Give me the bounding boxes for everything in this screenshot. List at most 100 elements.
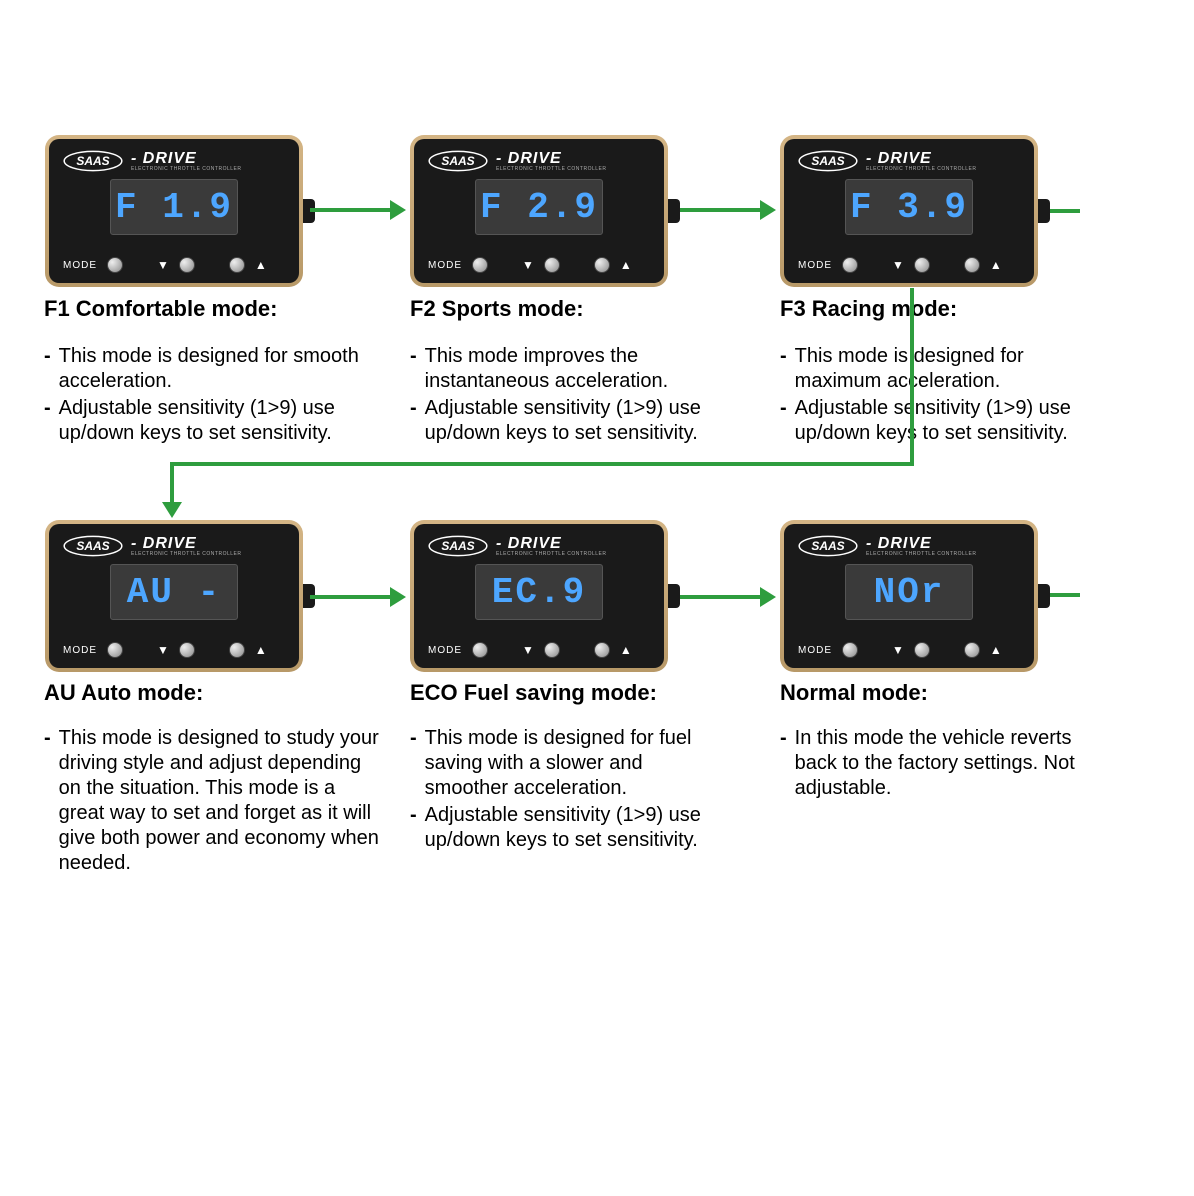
flow-arrow — [170, 462, 174, 502]
brand-row: SAAS - DRIVE ELECTRONIC THROTTLE CONTROL… — [428, 534, 650, 558]
flow-arrow — [170, 462, 914, 466]
mode-desc-f3: -This mode is designed for maximum accel… — [780, 344, 1100, 448]
device-display: F 2.9 — [475, 179, 603, 235]
down-button[interactable] — [544, 642, 560, 658]
arrow-head-icon — [162, 502, 182, 518]
device-controls: MODE ▼ ▲ — [798, 257, 1020, 273]
device-display: AU - — [110, 564, 238, 620]
drive-sublabel: ELECTRONIC THROTTLE CONTROLLER — [131, 551, 241, 557]
mode-label: MODE — [63, 645, 97, 656]
svg-text:SAAS: SAAS — [76, 154, 109, 168]
flow-arrow — [1050, 593, 1080, 597]
arrow-head-icon — [390, 200, 406, 220]
arrow-head-icon — [390, 587, 406, 607]
device-f2: SAAS - DRIVE ELECTRONIC THROTTLE CONTROL… — [410, 135, 668, 287]
brand-row: SAAS - DRIVE ELECTRONIC THROTTLE CONTROL… — [798, 149, 1020, 173]
device-display: NOr — [845, 564, 973, 620]
up-button[interactable] — [964, 257, 980, 273]
up-icon: ▲ — [990, 258, 1002, 272]
svg-text:SAAS: SAAS — [441, 539, 474, 553]
mode-title-f3: F3 Racing mode: — [780, 296, 957, 322]
mode-label: MODE — [798, 260, 832, 271]
mode-button[interactable] — [107, 642, 123, 658]
down-button[interactable] — [179, 642, 195, 658]
down-button[interactable] — [544, 257, 560, 273]
mode-desc-eco: -This mode is designed for fuel saving w… — [410, 726, 730, 855]
device-f1: SAAS - DRIVE ELECTRONIC THROTTLE CONTROL… — [45, 135, 303, 287]
mode-desc-nor: -In this mode the vehicle reverts back t… — [780, 726, 1100, 803]
device-display: EC.9 — [475, 564, 603, 620]
down-button[interactable] — [914, 257, 930, 273]
drive-sublabel: ELECTRONIC THROTTLE CONTROLLER — [866, 166, 976, 172]
svg-text:SAAS: SAAS — [76, 539, 109, 553]
drive-sublabel: ELECTRONIC THROTTLE CONTROLLER — [496, 166, 606, 172]
device-controls: MODE ▼ ▲ — [798, 642, 1020, 658]
flow-arrow — [310, 208, 390, 212]
brand-row: SAAS - DRIVE ELECTRONIC THROTTLE CONTROL… — [798, 534, 1020, 558]
down-button[interactable] — [179, 257, 195, 273]
flow-arrow — [680, 208, 760, 212]
brand-row: SAAS - DRIVE ELECTRONIC THROTTLE CONTROL… — [63, 149, 285, 173]
device-controls: MODE ▼ ▲ — [63, 257, 285, 273]
flow-arrow — [910, 288, 914, 466]
down-button[interactable] — [914, 642, 930, 658]
mode-button[interactable] — [472, 642, 488, 658]
mode-desc-f1: -This mode is designed for smooth accele… — [44, 344, 364, 448]
device-au: SAAS - DRIVE ELECTRONIC THROTTLE CONTROL… — [45, 520, 303, 672]
up-icon: ▲ — [620, 643, 632, 657]
device-cable — [1038, 584, 1050, 608]
arrow-head-icon — [760, 587, 776, 607]
drive-sublabel: ELECTRONIC THROTTLE CONTROLLER — [496, 551, 606, 557]
device-display: F 1.9 — [110, 179, 238, 235]
up-button[interactable] — [594, 642, 610, 658]
up-icon: ▲ — [620, 258, 632, 272]
mode-button[interactable] — [842, 642, 858, 658]
up-icon: ▲ — [255, 643, 267, 657]
saas-logo-icon: SAAS — [63, 149, 123, 173]
mode-title-eco: ECO Fuel saving mode: — [410, 680, 657, 706]
flow-arrow — [680, 595, 760, 599]
up-icon: ▲ — [990, 643, 1002, 657]
up-button[interactable] — [229, 642, 245, 658]
device-f3: SAAS - DRIVE ELECTRONIC THROTTLE CONTROL… — [780, 135, 1038, 287]
mode-button[interactable] — [472, 257, 488, 273]
down-icon: ▼ — [522, 643, 534, 657]
device-eco: SAAS - DRIVE ELECTRONIC THROTTLE CONTROL… — [410, 520, 668, 672]
up-button[interactable] — [594, 257, 610, 273]
mode-title-nor: Normal mode: — [780, 680, 928, 706]
flow-arrow — [1050, 209, 1080, 213]
mode-title-au: AU Auto mode: — [44, 680, 203, 706]
mode-label: MODE — [428, 260, 462, 271]
flow-arrow — [310, 595, 390, 599]
mode-button[interactable] — [107, 257, 123, 273]
mode-label: MODE — [798, 645, 832, 656]
saas-logo-icon: SAAS — [798, 149, 858, 173]
down-icon: ▼ — [892, 258, 904, 272]
up-button[interactable] — [229, 257, 245, 273]
mode-desc-f2: -This mode improves the instantaneous ac… — [410, 344, 730, 448]
svg-text:SAAS: SAAS — [441, 154, 474, 168]
mode-title-f1: F1 Comfortable mode: — [44, 296, 277, 322]
device-cable — [668, 584, 680, 608]
saas-logo-icon: SAAS — [428, 534, 488, 558]
svg-text:SAAS: SAAS — [811, 154, 844, 168]
saas-logo-icon: SAAS — [63, 534, 123, 558]
svg-text:SAAS: SAAS — [811, 539, 844, 553]
up-button[interactable] — [964, 642, 980, 658]
drive-sublabel: ELECTRONIC THROTTLE CONTROLLER — [866, 551, 976, 557]
mode-label: MODE — [428, 645, 462, 656]
brand-row: SAAS - DRIVE ELECTRONIC THROTTLE CONTROL… — [63, 534, 285, 558]
down-icon: ▼ — [522, 258, 534, 272]
device-nor: SAAS - DRIVE ELECTRONIC THROTTLE CONTROL… — [780, 520, 1038, 672]
brand-row: SAAS - DRIVE ELECTRONIC THROTTLE CONTROL… — [428, 149, 650, 173]
up-icon: ▲ — [255, 258, 267, 272]
mode-label: MODE — [63, 260, 97, 271]
down-icon: ▼ — [157, 258, 169, 272]
arrow-head-icon — [760, 200, 776, 220]
device-controls: MODE ▼ ▲ — [428, 257, 650, 273]
device-cable — [1038, 199, 1050, 223]
device-controls: MODE ▼ ▲ — [428, 642, 650, 658]
saas-logo-icon: SAAS — [798, 534, 858, 558]
mode-button[interactable] — [842, 257, 858, 273]
down-icon: ▼ — [892, 643, 904, 657]
